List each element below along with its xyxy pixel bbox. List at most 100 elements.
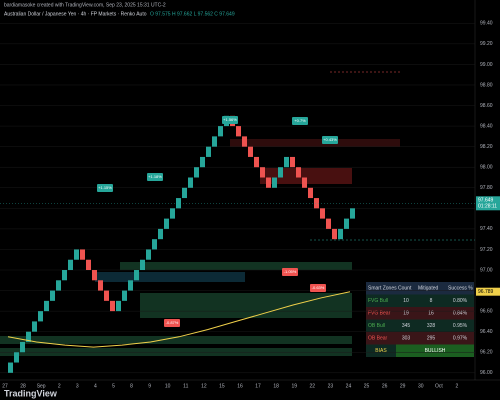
x-tick-label: 28 <box>20 383 26 389</box>
moving-average <box>7 291 351 348</box>
renko-brick <box>8 362 13 373</box>
bull-zone <box>0 336 352 344</box>
table-cell: 0.84% <box>453 311 468 317</box>
renko-brick <box>188 177 193 188</box>
table-header: Smart Zones <box>368 286 397 292</box>
renko-brick <box>80 249 85 260</box>
annotation-box <box>164 319 180 327</box>
annotation: -1.05% <box>284 269 297 274</box>
renko-brick <box>158 228 163 240</box>
table-row-bg <box>366 294 474 307</box>
x-tick-label: 22 <box>310 383 316 389</box>
annotation-box <box>282 268 298 276</box>
y-tick-label: 98.60 <box>480 103 493 109</box>
table-cell: 8 <box>430 298 433 304</box>
renko-brick <box>50 290 55 301</box>
y-tick-label: 98.20 <box>480 144 493 150</box>
x-tick-label: 4 <box>94 383 97 389</box>
renko-brick <box>68 259 73 271</box>
table-cell: 19 <box>403 311 409 317</box>
annotation-box <box>310 284 326 292</box>
y-tick-label: 96.60 <box>480 308 493 314</box>
x-tick-label: 9 <box>148 383 151 389</box>
renko-brick <box>38 311 43 322</box>
renko-brick <box>170 208 175 219</box>
x-tick-label: 16 <box>237 383 243 389</box>
annotation: -0.87% <box>166 320 179 325</box>
y-tick-label: 99.00 <box>480 62 493 68</box>
x-tick-label: 29 <box>400 383 406 389</box>
renko-brick <box>266 177 271 188</box>
renko-brick <box>212 136 217 147</box>
renko-brick <box>128 280 133 291</box>
credit: bardiamasoke created with TradingView.co… <box>4 2 166 8</box>
renko-brick <box>290 156 295 168</box>
renko-brick <box>146 249 151 260</box>
smart-zones-table: Smart Zones Count Mitigated Success % FVG Bu… <box>366 282 474 357</box>
x-tick-label: 17 <box>255 383 261 389</box>
annotation-box <box>97 184 113 192</box>
table-cell: 295 <box>427 336 436 342</box>
annotation: +0.43% <box>323 137 337 142</box>
y-tick-label: 97.80 <box>480 185 493 191</box>
annotation: -0.63% <box>312 285 325 290</box>
x-tick-label: 2 <box>58 383 61 389</box>
table-header: Success % <box>448 286 473 292</box>
y-tick-label: 96.40 <box>480 329 493 335</box>
renko-brick <box>92 270 97 281</box>
table-cell: 0.95% <box>453 323 468 329</box>
x-tick-label: 3 <box>76 383 79 389</box>
renko-brick <box>272 177 277 188</box>
x-tick-label: 19 <box>291 383 297 389</box>
renko-brick <box>134 270 139 281</box>
countdown: 01:28:11 <box>478 204 497 210</box>
table-cell: 0.80% <box>453 298 468 304</box>
x-tick-label: 23 <box>328 383 334 389</box>
bull-zone <box>120 262 352 270</box>
table-cell: 10 <box>403 298 409 304</box>
renko-brick <box>62 270 67 281</box>
x-tick-label: Sep <box>37 383 46 389</box>
table-cell: OB Bear <box>368 336 388 342</box>
renko-brick <box>200 156 205 168</box>
annotation: +1.18% <box>148 174 162 179</box>
x-tick-label: 27 <box>2 383 8 389</box>
fvg-zone <box>95 272 245 282</box>
renko-brick <box>278 167 283 178</box>
ohlc: O 97.575 H 97.662 L 97.562 C 97.649 <box>150 11 235 17</box>
bear-zone <box>230 139 400 147</box>
y-tick-label: 99.40 <box>480 21 493 27</box>
bull-zone <box>140 293 352 318</box>
renko-brick <box>20 341 25 353</box>
renko-brick <box>296 167 301 178</box>
x-tick-label: 15 <box>219 383 225 389</box>
x-tick-label: 10 <box>165 383 171 389</box>
table-row-bg <box>366 319 474 332</box>
table-header: Count <box>398 286 412 292</box>
renko-brick <box>248 146 253 157</box>
renko-brick <box>308 187 313 199</box>
renko-brick <box>242 136 247 147</box>
table-row-bg <box>366 332 474 345</box>
renko-brick <box>56 280 61 291</box>
x-tick-label: 5 <box>112 383 115 389</box>
y-tick-label: 98.80 <box>480 82 493 88</box>
renko-brick <box>206 146 211 157</box>
renko-brick <box>326 218 331 229</box>
table-cell: 345 <box>402 323 411 329</box>
renko-brick <box>74 249 79 260</box>
table-cell: 303 <box>402 336 411 342</box>
chart-title: Australian Dollar / Japanese Yen · 4h · … <box>4 11 147 17</box>
renko-brick <box>110 300 115 312</box>
x-tick-label: 30 <box>418 383 424 389</box>
table-cell: 16 <box>428 311 434 317</box>
y-tick-label: 98.40 <box>480 123 493 129</box>
x-tick-label: 12 <box>201 383 207 389</box>
renko-brick <box>98 280 103 291</box>
annotation-box <box>147 173 163 181</box>
x-tick-label: Oct <box>435 383 443 389</box>
renko-brick <box>194 167 199 178</box>
renko-brick <box>32 321 37 332</box>
renko-brick <box>338 228 343 240</box>
